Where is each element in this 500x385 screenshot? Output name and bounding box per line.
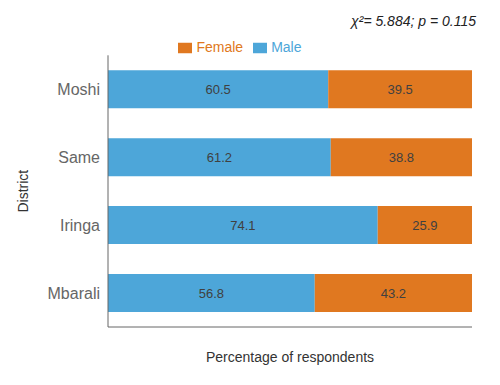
svg-text:25.9: 25.9 bbox=[412, 218, 437, 233]
svg-text:Iringa: Iringa bbox=[60, 217, 100, 234]
html-text:Male: Male bbox=[271, 39, 302, 55]
svg-text:Moshi: Moshi bbox=[57, 81, 100, 98]
svg-text:Mbarali: Mbarali bbox=[48, 285, 100, 302]
svg-text:Same: Same bbox=[58, 149, 100, 166]
svg-text:Percentage of respondents: Percentage of respondents bbox=[206, 349, 374, 365]
svg-text:39.5: 39.5 bbox=[387, 82, 412, 97]
svg-text:38.8: 38.8 bbox=[389, 150, 414, 165]
svg-text:74.1: 74.1 bbox=[230, 218, 255, 233]
html-text:χ²= 5.884; p = 0.115: χ²= 5.884; p = 0.115 bbox=[351, 13, 476, 29]
svg-text:61.2: 61.2 bbox=[207, 150, 232, 165]
html-text:Female: Female bbox=[196, 39, 244, 55]
svg-text:43.2: 43.2 bbox=[381, 286, 406, 301]
svg-text:60.5: 60.5 bbox=[205, 82, 230, 97]
svg-text:District: District bbox=[15, 170, 31, 213]
svg-text:56.8: 56.8 bbox=[199, 286, 224, 301]
